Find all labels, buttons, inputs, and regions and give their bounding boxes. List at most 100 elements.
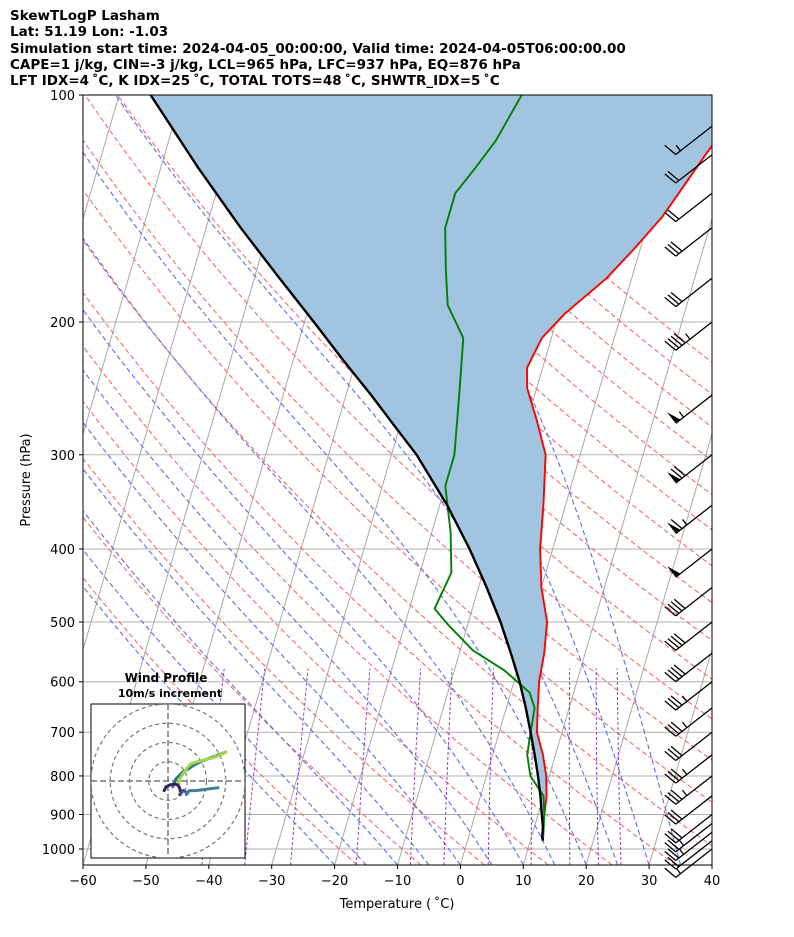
barb-half-flag — [678, 411, 685, 418]
dry-adiabat — [83, 400, 549, 865]
mixing-ratio-line — [409, 668, 422, 865]
moist-adiabat — [83, 151, 587, 865]
barb-flag — [664, 340, 677, 351]
x-tick-label: −50 — [132, 874, 159, 889]
wind-barb — [664, 775, 713, 805]
barb-half-flag — [675, 867, 681, 875]
moist-adiabat — [83, 369, 493, 865]
barb-flag — [667, 839, 680, 850]
moist-adiabat — [83, 308, 524, 865]
barb-flag — [673, 633, 686, 644]
cape-fill — [150, 95, 712, 841]
hodograph-trace — [177, 750, 228, 786]
barb-half-flag — [681, 695, 688, 702]
temperature-line — [526, 144, 712, 841]
barb-staff — [675, 394, 713, 424]
barb-staff — [675, 548, 713, 578]
barb-staff — [675, 227, 713, 257]
mixing-ratio-line — [487, 668, 494, 865]
mixing-ratio-line — [290, 668, 309, 865]
dry-adiabat — [247, 95, 712, 531]
wind-barb — [664, 848, 713, 878]
barb-flag — [673, 466, 686, 477]
y-tick-label: 900 — [50, 809, 75, 824]
mixing-ratio-line — [355, 668, 371, 865]
wind-barb — [664, 795, 713, 825]
chart-title: SkewTLogP Lasham — [10, 8, 160, 24]
x-tick-label: −10 — [384, 874, 411, 889]
barb-flag — [667, 748, 680, 759]
wind-barb — [664, 125, 713, 156]
barb-staff — [675, 848, 713, 878]
barb-flag — [670, 666, 683, 678]
barb-flag — [664, 794, 677, 805]
y-axis-label: Pressure (hPa) — [19, 433, 34, 526]
barb-flag — [670, 695, 683, 706]
dry-adiabat — [83, 291, 677, 865]
wind-barb — [664, 321, 713, 351]
barb-pennant — [667, 472, 681, 484]
moist-adiabat — [83, 467, 430, 865]
barb-flag — [670, 601, 683, 612]
chart-header: SkewTLogP Lasham Lat: 51.19 Lon: -1.03 S… — [10, 8, 626, 89]
wind-barb — [667, 548, 713, 578]
x-tick-label: 0 — [456, 874, 464, 889]
barb-flag — [670, 721, 683, 732]
barb-flag — [667, 669, 680, 680]
barb-flag — [667, 724, 680, 735]
barb-flag — [670, 768, 683, 779]
barb-flag — [670, 518, 683, 530]
barb-half-flag — [675, 144, 681, 152]
barb-flag — [673, 664, 686, 675]
barb-half-flag — [681, 721, 688, 729]
y-tick-label: 100 — [50, 89, 75, 104]
axes: −60 −50 −40 −30 −20 −10 0 10 20 30 40 1000 900 800 700… — [42, 89, 720, 889]
mixing-ratio-line — [595, 668, 599, 865]
barb-flag — [667, 338, 680, 349]
barb-flag — [664, 773, 677, 784]
profile-lines — [149, 95, 712, 842]
barb-flag — [664, 850, 677, 862]
indices-line-1: CAPE=1 j/kg, CIN=-3 j/kg, LCL=965 hPa, L… — [10, 56, 521, 73]
indices-line-2: LFT IDX=4 ˚C, K IDX=25 ˚C, TOTAL TOTS=48… — [10, 73, 500, 90]
barb-staff — [675, 822, 713, 853]
barb-half-flag — [678, 839, 685, 847]
barb-flag — [673, 333, 686, 344]
barb-flag — [667, 638, 680, 649]
isotherm-line — [775, 95, 794, 865]
barb-staff — [675, 192, 713, 223]
barb-flag — [667, 243, 680, 255]
y-tick-label: 1000 — [42, 843, 75, 858]
barb-flag — [664, 842, 677, 853]
barb-pennant — [667, 522, 681, 534]
wind-barb — [664, 652, 713, 683]
barb-flag — [664, 700, 677, 711]
hodograph-trace — [162, 782, 182, 794]
x-tick-label: 40 — [704, 874, 721, 889]
barb-staff — [675, 754, 713, 784]
barb-flag — [667, 170, 680, 182]
barb-half-flag — [681, 789, 688, 797]
barb-flag — [664, 814, 677, 825]
isotherm-line — [83, 95, 183, 436]
isotherm-line — [585, 432, 712, 865]
hodograph — [91, 704, 245, 858]
mixing-ratio-line — [616, 668, 622, 865]
barb-flag — [664, 726, 677, 737]
barb-flag — [667, 830, 680, 841]
wind-barb — [664, 587, 713, 617]
moist-adiabat — [83, 421, 461, 865]
x-tick-label: 30 — [641, 874, 658, 889]
y-tick-label: 200 — [50, 316, 75, 331]
barb-flag — [664, 750, 677, 762]
dry-adiabat — [84, 95, 712, 720]
x-tick-label: 10 — [515, 874, 532, 889]
wind-barb — [664, 621, 713, 651]
barb-flag — [667, 792, 680, 803]
barb-flag — [667, 209, 680, 220]
mixing-ratio-line — [244, 668, 266, 865]
barb-flag — [667, 697, 680, 709]
barb-half-flag — [681, 519, 688, 526]
parcel-line — [149, 95, 545, 842]
